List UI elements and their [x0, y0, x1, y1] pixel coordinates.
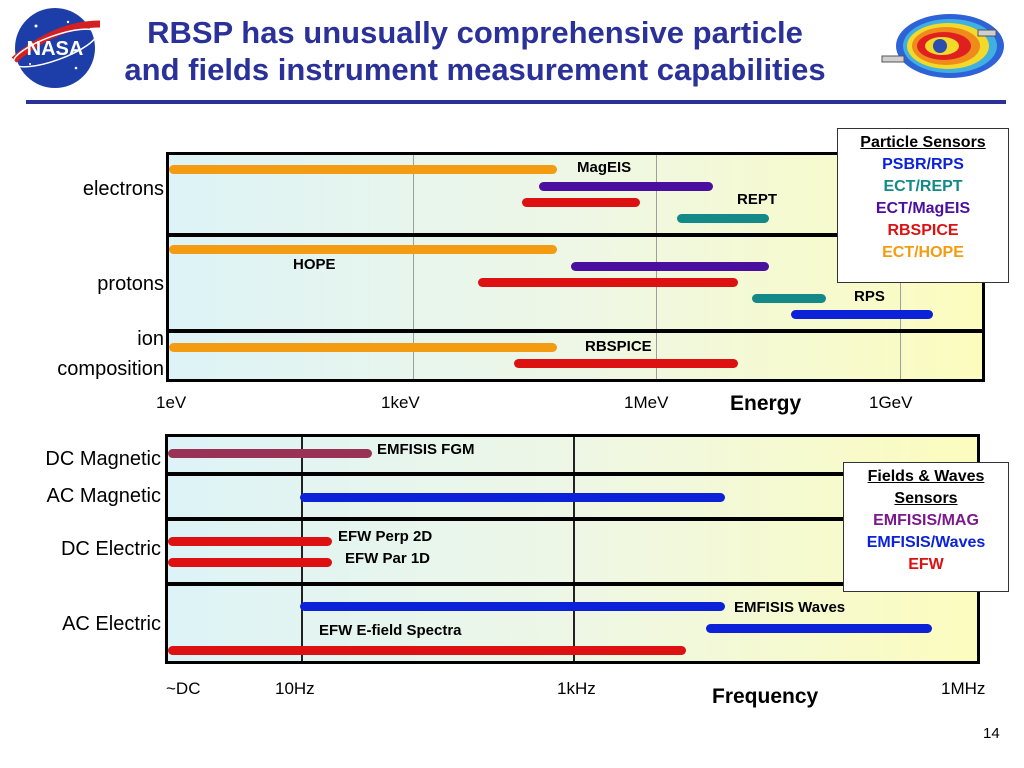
row-label-composition: composition: [57, 358, 164, 380]
slide-title: RBSP has unusually comprehensive particl…: [90, 14, 860, 88]
title-divider: [26, 100, 1006, 104]
legend-item-ect-hope: ECT/HOPE: [882, 244, 964, 261]
tick-1khz: 1kHz: [557, 679, 596, 698]
row-label-dc-electric: DC Electric: [60, 538, 161, 560]
row-divider: [168, 472, 977, 476]
radiation-belt-image: [870, 8, 1010, 92]
axis-title-energy: Energy: [730, 392, 802, 415]
row-label-ion: ion: [137, 328, 164, 350]
legend-header: Particle Sensors: [860, 134, 986, 151]
title-line-1: RBSP has unusually comprehensive particl…: [147, 15, 803, 50]
legend-item-psbr-rps: PSBR/RPS: [882, 156, 964, 173]
row-label-protons: protons: [97, 273, 164, 295]
legend-item-efw: EFW: [908, 556, 944, 573]
tick-1kev: 1keV: [381, 393, 420, 412]
bar-ion-ect-hope: [169, 343, 557, 352]
row-label-ac-magnetic: AC Magnetic: [46, 485, 162, 507]
bar-ac-electric-efw-spectra: [168, 646, 686, 655]
bar-electrons-ect-mageis: [539, 182, 713, 191]
gridline-1khz: [573, 437, 575, 661]
label-efw-par: EFW Par 1D: [345, 550, 431, 567]
tick-1mev: 1MeV: [624, 393, 669, 412]
legend-header: Sensors: [894, 490, 958, 507]
label-emfisis-fgm: EMFISIS FGM: [377, 441, 475, 458]
label-efw-perp: EFW Perp 2D: [338, 528, 433, 545]
legend-item-ect-mageis: ECT/MagEIS: [875, 200, 971, 217]
fields-waves-sensors-legend: Fields & Waves Sensors EMFISIS/MAG EMFIS…: [843, 462, 1009, 592]
row-divider: [168, 517, 977, 521]
bar-protons-rbspice: [478, 278, 738, 287]
bar-ac-electric-emfisis-waves-low: [300, 602, 725, 611]
legend-item-ect-rept: ECT/REPT: [883, 178, 963, 195]
row-divider: [169, 233, 982, 237]
title-line-2: and fields instrument measurement capabi…: [124, 52, 826, 87]
row-divider: [168, 582, 977, 586]
bar-electrons-ect-hope: [169, 165, 557, 174]
bar-dc-magnetic-emfisis-mag: [168, 449, 372, 458]
legend-item-emfisis-mag: EMFISIS/MAG: [873, 512, 979, 529]
legend-item-rbspice: RBSPICE: [887, 222, 959, 239]
gridline-10hz: [301, 437, 303, 661]
page-number: 14: [983, 725, 1000, 742]
label-efw-spectra: EFW E-field Spectra: [319, 622, 462, 639]
label-rbspice: RBSPICE: [585, 338, 652, 355]
label-rps: RPS: [854, 288, 885, 305]
label-rept: REPT: [737, 191, 778, 208]
row-label-electrons: electrons: [82, 178, 164, 200]
tick-dc: ~DC: [166, 679, 201, 698]
label-emfisis-waves: EMFISIS Waves: [734, 599, 846, 616]
bar-ac-magnetic-emfisis-waves: [300, 493, 725, 502]
tick-1ev: 1eV: [156, 393, 187, 412]
bar-ac-electric-emfisis-waves-high: [706, 624, 932, 633]
bar-protons-ect-mageis: [571, 262, 769, 271]
bar-dc-electric-efw-perp: [168, 537, 332, 546]
legend-header: Fields & Waves: [867, 468, 985, 485]
nasa-logo: NASA: [6, 4, 104, 92]
tick-1gev: 1GeV: [869, 393, 913, 412]
bar-electrons-ect-rept: [677, 214, 769, 223]
bar-electrons-rbspice: [522, 198, 640, 207]
label-mageis: MagEIS: [577, 159, 632, 176]
particle-sensors-legend: Particle Sensors PSBR/RPS ECT/REPT ECT/M…: [837, 128, 1009, 283]
bar-ion-rbspice: [514, 359, 738, 368]
row-label-ac-electric: AC Electric: [62, 613, 161, 635]
tick-10hz: 10Hz: [275, 679, 315, 698]
label-hope: HOPE: [293, 256, 336, 273]
axis-title-frequency: Frequency: [712, 685, 819, 708]
row-divider: [169, 329, 982, 333]
svg-text:NASA: NASA: [27, 38, 84, 60]
legend-item-emfisis-waves: EMFISIS/Waves: [866, 534, 986, 551]
bar-dc-electric-efw-par: [168, 558, 332, 567]
bar-protons-ect-hope: [169, 245, 557, 254]
bar-protons-psbr-rps: [791, 310, 933, 319]
gridline-1kev: [413, 155, 414, 379]
row-label-dc-magnetic: DC Magnetic: [45, 448, 161, 470]
bar-protons-ect-rept: [752, 294, 826, 303]
tick-1mhz: 1MHz: [941, 679, 986, 698]
